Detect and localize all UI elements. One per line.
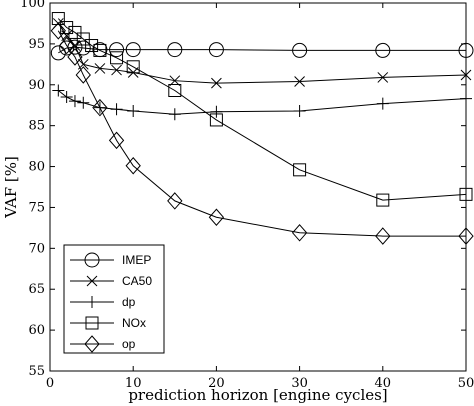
data-point-ca50 bbox=[61, 30, 72, 42]
x-tick-label: 20 bbox=[208, 376, 225, 391]
data-point-imep bbox=[292, 42, 308, 58]
y-tick-label: 100 bbox=[20, 0, 45, 11]
y-tick-label: 95 bbox=[28, 37, 45, 52]
data-point-imep bbox=[75, 40, 91, 56]
data-point-nox bbox=[376, 193, 390, 207]
series-line-dp bbox=[58, 90, 467, 115]
y-tick-label: 85 bbox=[28, 119, 45, 134]
data-point-dp bbox=[52, 84, 65, 97]
data-point-ca50 bbox=[211, 77, 222, 89]
data-point-imep bbox=[375, 42, 391, 58]
data-point-imep bbox=[125, 42, 141, 58]
data-point-dp bbox=[60, 91, 73, 104]
x-tick-label: 50 bbox=[458, 376, 474, 391]
data-point-ca50 bbox=[377, 72, 389, 83]
legend-label-imep: IMEP bbox=[122, 253, 151, 267]
data-point-imep bbox=[67, 39, 83, 55]
legend-marker-ca50 bbox=[86, 275, 98, 287]
data-point-dp bbox=[293, 104, 306, 117]
y-tick-label: 80 bbox=[28, 160, 45, 175]
y-tick-label: 70 bbox=[28, 241, 45, 256]
data-point-ca50 bbox=[294, 76, 305, 87]
data-point-nox bbox=[76, 32, 90, 46]
series-line-ca50 bbox=[57, 23, 467, 84]
y-tick-label: 65 bbox=[28, 282, 45, 297]
data-point-ca50 bbox=[460, 69, 472, 81]
data-point-op bbox=[291, 224, 308, 242]
series-line-nox bbox=[57, 18, 467, 201]
x-tick-label: 30 bbox=[291, 376, 308, 391]
data-point-op bbox=[208, 208, 225, 227]
data-point-imep bbox=[208, 42, 224, 58]
data-point-op bbox=[108, 131, 125, 150]
legend-label-ca50: CA50 bbox=[122, 274, 152, 288]
y-tick-label: 90 bbox=[28, 78, 45, 93]
data-point-dp bbox=[460, 92, 472, 105]
legend-label-nox: NOx bbox=[122, 316, 146, 330]
axis-ticks: 0 10 20 30 40 50 55 60 65 70 75 80 85 90 95 100 bbox=[20, 0, 474, 391]
x-tick-label: 40 bbox=[375, 376, 392, 391]
data-point-imep bbox=[59, 40, 75, 56]
legend: IMEP CA50 dp NOx op bbox=[63, 244, 165, 354]
data-point-op bbox=[58, 36, 75, 55]
data-point-dp bbox=[110, 103, 123, 116]
series-markers bbox=[50, 12, 474, 245]
data-point-ca50 bbox=[94, 63, 106, 74]
data-point-imep bbox=[109, 42, 125, 58]
data-point-nox bbox=[93, 43, 107, 57]
legend-marker-dp bbox=[86, 296, 98, 308]
data-point-op bbox=[375, 227, 391, 245]
legend-box bbox=[63, 244, 165, 354]
data-point-op bbox=[75, 66, 91, 84]
data-point-imep bbox=[458, 42, 474, 58]
plot-frame bbox=[49, 2, 467, 372]
data-point-nox bbox=[126, 60, 140, 74]
series-line-op bbox=[57, 30, 466, 237]
data-point-ca50 bbox=[111, 64, 122, 76]
data-point-dp bbox=[210, 105, 223, 118]
legend-marker-imep bbox=[84, 252, 100, 268]
y-axis-title: VAF [%] bbox=[2, 156, 20, 219]
data-point-nox bbox=[209, 113, 223, 127]
y-tick-label: 55 bbox=[28, 364, 45, 379]
data-point-nox bbox=[293, 163, 307, 177]
data-point-nox bbox=[51, 12, 65, 26]
legend-label-op: op bbox=[122, 337, 136, 351]
data-point-ca50 bbox=[77, 58, 89, 70]
data-point-op bbox=[125, 156, 141, 175]
data-point-dp bbox=[127, 104, 140, 117]
data-point-nox bbox=[110, 51, 124, 65]
data-point-dp bbox=[68, 95, 81, 108]
x-axis-title: prediction horizon [engine cycles] bbox=[128, 386, 387, 404]
data-point-dp bbox=[168, 108, 181, 121]
x-tick-label: 10 bbox=[125, 376, 142, 391]
data-point-dp bbox=[93, 101, 106, 114]
legend-marker-op bbox=[84, 335, 100, 353]
data-point-imep bbox=[50, 45, 66, 61]
data-point-nox bbox=[68, 25, 82, 39]
data-point-op bbox=[458, 227, 474, 245]
y-tick-label: 60 bbox=[28, 323, 45, 338]
data-point-dp bbox=[376, 97, 389, 110]
data-point-ca50 bbox=[69, 40, 81, 51]
data-point-imep bbox=[167, 42, 183, 58]
legend-marker-nox bbox=[85, 316, 99, 330]
legend-label-dp: dp bbox=[122, 295, 136, 309]
data-point-op bbox=[167, 192, 183, 210]
data-point-nox bbox=[85, 39, 99, 53]
data-point-dp bbox=[77, 96, 90, 109]
data-point-op bbox=[67, 48, 83, 66]
data-point-op bbox=[50, 22, 66, 40]
y-tick-label: 75 bbox=[28, 200, 45, 215]
data-point-nox bbox=[60, 21, 74, 35]
data-point-nox bbox=[459, 187, 473, 201]
data-point-op bbox=[92, 98, 108, 117]
x-tick-label: 0 bbox=[46, 376, 54, 391]
data-point-nox bbox=[168, 84, 182, 98]
series-lines bbox=[57, 18, 467, 237]
